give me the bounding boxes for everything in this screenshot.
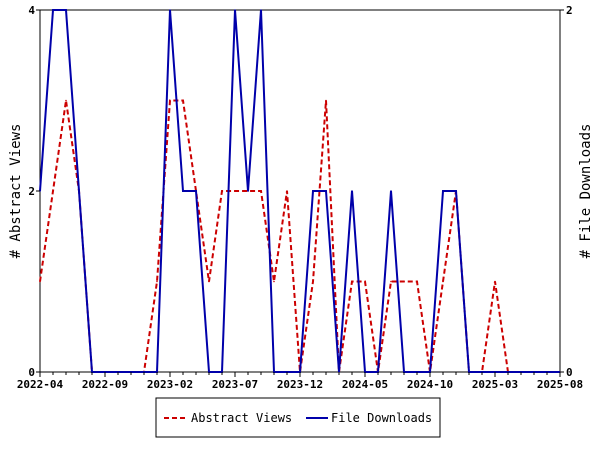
legend-label-file-downloads: File Downloads [331,411,432,425]
right-axis-title: # File Downloads [578,124,594,259]
data-point-file-downloads [312,190,314,192]
left-y-tick-label: 2 [28,185,35,198]
data-point-abstract-views [416,280,418,283]
data-point-file-downloads [247,190,249,192]
data-point-file-downloads [234,9,236,11]
data-point-abstract-views [364,280,366,283]
x-tick-label: 2025-08 [537,378,583,391]
data-point-file-downloads [65,9,67,11]
x-tick-label: 2024-10 [407,378,453,391]
data-point-abstract-views [169,99,171,102]
data-point-abstract-views [442,280,444,283]
data-point-file-downloads [195,190,197,192]
x-tick-label: 2023-02 [147,378,193,391]
data-point-file-downloads [260,9,262,11]
data-point-file-downloads [390,190,392,192]
data-point-file-downloads [169,9,171,11]
data-point-file-downloads [442,190,444,192]
data-point-abstract-views [312,280,314,283]
data-point-abstract-views [273,280,275,283]
left-y-tick-label: 4 [28,4,35,17]
data-point-abstract-views [208,280,210,283]
legend-box [155,397,441,438]
data-point-abstract-views [494,280,496,283]
data-point-file-downloads [455,190,457,192]
data-point-abstract-views [221,190,223,192]
left-axis-title: # Abstract Views [8,124,24,259]
axes-layer: 2022-04 2022-09 2023-02 2023-07 2023-12 2024-… [17,4,583,391]
data-point-abstract-views [351,280,353,283]
legend-label-abstract-views: Abstract Views [191,411,292,425]
data-point-abstract-views [156,280,158,283]
right-y-tick-label: 0 [566,366,573,379]
data-point-abstract-views [52,190,54,192]
data-point-file-downloads [52,9,54,11]
x-tick-label: 2023-07 [212,378,258,391]
data-point-file-downloads [325,190,327,192]
data-point-abstract-views [390,280,392,283]
data-point-file-downloads [182,190,184,192]
right-y-tick-label: 2 [566,4,573,17]
x-tick-label: 2022-09 [82,378,128,391]
x-tick-label: 2023-12 [277,378,323,391]
data-point-abstract-views [182,99,184,102]
data-point-file-downloads [78,190,80,192]
data-point-file-downloads [351,190,353,192]
legend: Abstract Views File Downloads [155,397,441,438]
data-point-abstract-views [260,190,262,192]
x-tick-label: 2022-04 [17,378,64,391]
data-point-abstract-views [286,190,288,192]
data-point-abstract-views [325,99,327,102]
data-point-abstract-views [65,99,67,102]
data-point-abstract-views [403,280,405,283]
x-tick-label: 2024-05 [342,378,388,391]
data-point-abstract-views [234,190,236,192]
left-y-tick-label: 0 [28,366,35,379]
x-tick-label: 2025-03 [472,378,518,391]
data-point-abstract-views [39,280,41,283]
